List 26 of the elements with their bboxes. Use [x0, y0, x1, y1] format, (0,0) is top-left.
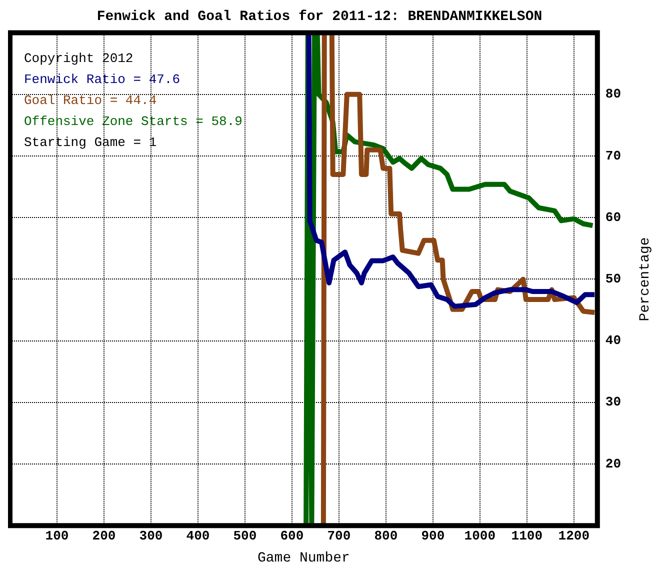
x-tick-label: 600 — [280, 528, 304, 544]
text: Offensive Zone Starts = 58.9 — [24, 114, 242, 130]
y-tick-label: 60 — [605, 210, 622, 225]
x-tick-label: 300 — [139, 528, 163, 544]
x-tick-label: 200 — [92, 528, 116, 544]
x-tick-label: 1000 — [464, 528, 496, 544]
chart-title: Fenwick and Goal Ratios for 2011-12: BRENDANMIKKELSON — [96, 8, 542, 25]
y-tick-label: 20 — [605, 456, 622, 472]
x-tick-label: 500 — [233, 528, 257, 544]
text: Goal Ratio = 44.4 — [24, 93, 157, 108]
y-tick-label: 80 — [605, 86, 622, 102]
x-axis-title: Game Number — [257, 550, 350, 566]
y-tick-label: 40 — [605, 333, 622, 348]
y-tick-label: 50 — [605, 271, 622, 286]
y-tick-label: 70 — [605, 148, 622, 164]
text: Fenwick Ratio = 47.6 — [24, 72, 180, 88]
y-tick-label: 30 — [605, 394, 622, 410]
y-axis-title: Percentage — [638, 237, 654, 322]
x-tick-label: 900 — [421, 528, 445, 544]
x-tick-label: 700 — [327, 528, 351, 544]
x-tick-label: 800 — [374, 528, 398, 544]
x-tick-label: 100 — [45, 528, 69, 544]
x-tick-label: 1200 — [558, 528, 590, 544]
annotation: Copyright 2012 — [24, 51, 134, 66]
x-tick-label: 1100 — [511, 528, 543, 544]
x-tick-label: 400 — [186, 528, 210, 544]
